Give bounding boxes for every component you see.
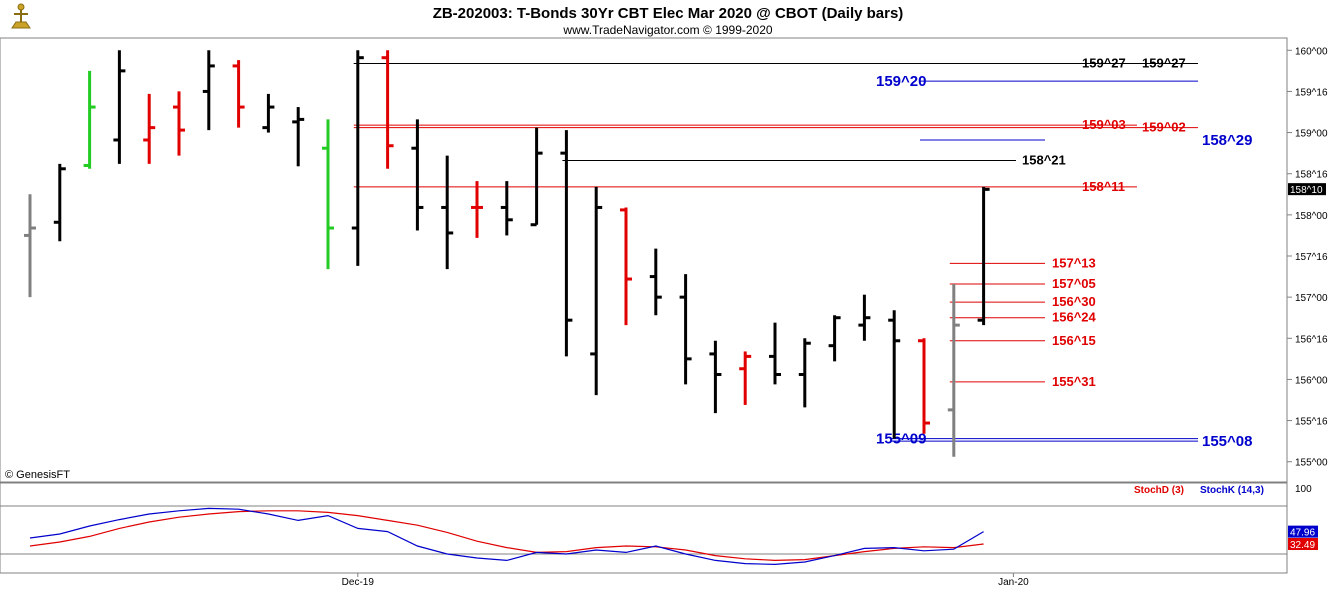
price-tick-label: 155^16 bbox=[1295, 417, 1328, 428]
price-tick-label: 159^00 bbox=[1295, 129, 1328, 140]
level-label: 158^21 bbox=[1022, 153, 1066, 168]
level-label: 159^02 bbox=[1142, 120, 1186, 135]
last-price-marker bbox=[1288, 183, 1326, 196]
level-label: 155^31 bbox=[1052, 374, 1096, 389]
ohlc-bar bbox=[977, 186, 990, 326]
price-tick-label: 160^00 bbox=[1295, 46, 1328, 57]
ohlc-bar bbox=[649, 248, 662, 316]
logo-icon bbox=[11, 3, 31, 29]
ohlc-bar bbox=[143, 93, 156, 164]
price-tick-label: 157^00 bbox=[1295, 293, 1328, 304]
chart-subtitle: www.TradeNavigator.com © 1999-2020 bbox=[562, 23, 772, 37]
price-tick-label: 156^16 bbox=[1295, 334, 1328, 345]
ohlc-bar bbox=[560, 130, 573, 357]
ohlc-bar bbox=[53, 163, 66, 242]
level-label: 156^30 bbox=[1052, 294, 1096, 309]
ohlc-bar bbox=[590, 186, 603, 396]
ohlc-bar bbox=[947, 283, 960, 457]
stoch-last-label: 32.49 bbox=[1290, 540, 1315, 551]
price-panel bbox=[0, 37, 1288, 483]
ohlc-bar bbox=[620, 207, 632, 326]
x-tick-label: Dec-19 bbox=[342, 577, 375, 588]
stoch-series-line bbox=[29, 507, 984, 566]
stoch-last-marker bbox=[1288, 538, 1318, 551]
ohlc-bar bbox=[351, 50, 364, 266]
stoch-legend-label[interactable]: StochK (14,3) bbox=[1200, 485, 1264, 496]
ohlc-bar bbox=[322, 119, 334, 270]
ohlc-bar bbox=[113, 50, 126, 164]
ohlc-bar bbox=[918, 338, 930, 434]
stoch-last-label: 47.96 bbox=[1290, 528, 1315, 539]
ohlc-bar bbox=[83, 70, 96, 169]
ohlc-bar bbox=[232, 60, 245, 128]
ohlc-bar bbox=[500, 181, 513, 236]
x-tick-label: Jan-20 bbox=[998, 577, 1029, 588]
level-label: 159^20 bbox=[876, 73, 926, 90]
price-tick-label: 156^00 bbox=[1295, 375, 1328, 386]
price-tick-label: 155^00 bbox=[1295, 458, 1328, 469]
stoch-panel bbox=[0, 482, 1288, 574]
price-tick-label: 158^00 bbox=[1295, 211, 1328, 222]
chart-title: ZB-202003: T-Bonds 30Yr CBT Elec Mar 202… bbox=[433, 5, 904, 22]
watermark: © GenesisFT bbox=[5, 469, 70, 481]
level-label: 159^03 bbox=[1082, 117, 1126, 132]
axis-layer: 155^00 155^16 156^00 156^16 157^00 157^16 158^… bbox=[342, 46, 1328, 588]
level-label: 155^08 bbox=[1202, 433, 1252, 450]
ohlc-bar bbox=[262, 93, 275, 133]
price-tick-label: 158^16 bbox=[1295, 170, 1328, 181]
level-label: 156^15 bbox=[1052, 333, 1096, 348]
stoch-last-marker bbox=[1288, 525, 1318, 538]
level-label: 159^27 bbox=[1142, 55, 1186, 70]
ohlc-bar bbox=[292, 107, 305, 167]
ohlc-bar bbox=[471, 181, 483, 238]
ohlc-bar bbox=[709, 340, 722, 414]
level-label: 155^09 bbox=[876, 431, 926, 448]
last-price-label: 158^10 bbox=[1290, 185, 1323, 196]
ohlc-bar bbox=[411, 119, 424, 231]
ohlc-bar bbox=[441, 155, 454, 270]
price-tick-label: 159^16 bbox=[1295, 87, 1328, 98]
ohlc-bar bbox=[679, 274, 692, 385]
ohlc-bar bbox=[24, 194, 36, 298]
level-label: 157^05 bbox=[1052, 276, 1096, 291]
level-label: 158^11 bbox=[1082, 179, 1125, 194]
ohlc-bar bbox=[530, 127, 543, 227]
level-label: 158^29 bbox=[1202, 132, 1252, 149]
ohlc-bar bbox=[888, 310, 901, 439]
stoch-series-line bbox=[29, 510, 984, 562]
level-label: 156^24 bbox=[1052, 310, 1097, 325]
price-tick-label: 157^16 bbox=[1295, 252, 1328, 263]
level-label: 157^13 bbox=[1052, 255, 1096, 270]
ohlc-bar bbox=[858, 294, 871, 341]
ohlc-bar bbox=[798, 338, 811, 408]
ohlc-bar bbox=[381, 50, 394, 169]
ohlc-bar bbox=[828, 315, 841, 362]
ohlc-bar bbox=[769, 322, 781, 385]
stoch-tick-label: 100 bbox=[1295, 484, 1312, 495]
stoch-legend-label[interactable]: StochD (3) bbox=[1134, 485, 1184, 496]
ohlc-bar bbox=[739, 351, 752, 405]
ohlc-bar bbox=[173, 91, 185, 156]
ohlc-bar bbox=[202, 50, 215, 131]
